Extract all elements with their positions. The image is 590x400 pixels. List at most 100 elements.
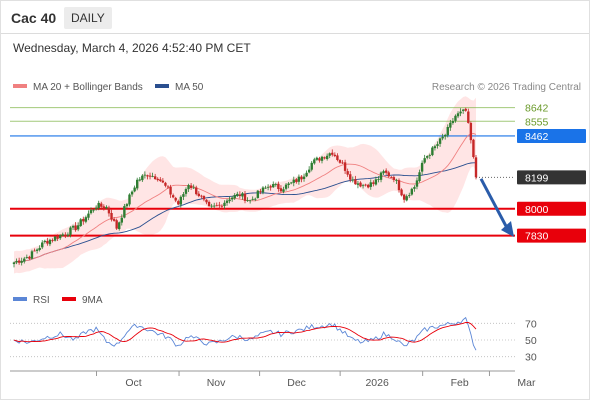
candle-body — [79, 219, 82, 226]
candle-body — [205, 199, 208, 203]
candle-body — [461, 109, 465, 111]
candle-body — [48, 239, 52, 245]
candle-body — [184, 189, 188, 194]
candle-body — [182, 194, 185, 197]
candle-body — [302, 176, 306, 179]
candle-body — [418, 172, 421, 182]
candle-body — [166, 186, 170, 188]
candle-body — [210, 205, 213, 207]
datetime-label: Wednesday, March 4, 2026 4:52:40 PM CET — [13, 41, 251, 55]
candle-body — [305, 172, 308, 177]
forecast-arrow-shaft — [479, 178, 509, 229]
candle-body — [23, 258, 26, 262]
candle-body — [336, 155, 339, 161]
level-label-8642: 8642 — [525, 103, 549, 115]
candle-body — [107, 207, 111, 214]
candle-body — [372, 182, 375, 184]
level-label-8555: 8555 — [525, 116, 549, 128]
candle-body — [367, 184, 370, 188]
period-button[interactable]: DAILY — [64, 7, 112, 29]
candle-body — [35, 249, 39, 251]
candle-body — [346, 171, 349, 175]
credit-label: Research © 2026 Trading Central — [432, 82, 581, 93]
candle-body — [189, 185, 193, 188]
candle-body — [223, 202, 226, 207]
candle-body — [343, 162, 347, 171]
rsi-ma-line — [13, 321, 477, 343]
candle-body — [390, 176, 393, 178]
candle-body — [241, 193, 244, 197]
candle-body — [444, 134, 447, 137]
candle-body — [156, 178, 159, 181]
candle-body — [53, 236, 57, 241]
candle-body — [415, 180, 419, 187]
candle-body — [112, 219, 116, 221]
candle-body — [374, 179, 378, 185]
rsi-legend-label: RSI — [33, 295, 50, 306]
candle-body — [17, 260, 21, 263]
forecast-arrow-head — [501, 221, 514, 238]
candle-body — [323, 157, 326, 159]
candle-body — [266, 186, 270, 188]
candle-body — [313, 159, 316, 164]
chart-header: Cac 40 DAILY — [0, 0, 590, 34]
candle-body — [177, 201, 180, 205]
candle-body — [254, 198, 257, 200]
x-tick-label-Nov: Nov — [207, 377, 226, 389]
candle-body — [454, 115, 457, 121]
candle-body — [251, 198, 254, 200]
candle-body — [354, 179, 357, 185]
candle-body — [30, 251, 34, 259]
candle-body — [125, 204, 129, 207]
candle-body — [213, 205, 216, 207]
candle-body — [12, 262, 16, 265]
candle-body — [141, 175, 144, 181]
candle-body — [225, 200, 229, 203]
candle-body — [264, 187, 267, 189]
candle-body — [310, 162, 313, 170]
candle-body — [441, 136, 444, 139]
candle-body — [100, 203, 103, 207]
candle-body — [392, 177, 396, 180]
candle-body — [436, 144, 439, 146]
candle-body — [84, 217, 88, 222]
candle-body — [256, 190, 260, 198]
x-tick-label-Dec: Dec — [287, 377, 306, 389]
candle-body — [66, 234, 70, 236]
candle-body — [110, 213, 113, 220]
candle-body — [164, 182, 167, 186]
candle-body — [259, 191, 262, 192]
level-box-7830 — [517, 228, 586, 243]
level-label-8462: 8462 — [525, 131, 549, 143]
candle-body — [287, 183, 290, 186]
candle-body — [295, 179, 298, 183]
bollinger-band — [14, 96, 476, 274]
candle-body — [200, 195, 203, 197]
candle-body — [269, 186, 272, 188]
candle-body — [136, 179, 139, 189]
candle-body — [238, 194, 242, 197]
candle-body — [405, 196, 408, 201]
candle-body — [92, 209, 95, 211]
candle-body — [361, 185, 365, 187]
candle-body — [133, 187, 136, 192]
ma50-legend-swatch — [155, 84, 169, 88]
candle-body — [46, 241, 49, 244]
candle-body — [71, 226, 75, 228]
candle-body — [325, 155, 329, 160]
instrument-title: Cac 40 — [11, 10, 57, 26]
candle-body — [56, 236, 59, 239]
candle-body — [87, 213, 90, 218]
candle-body — [215, 205, 218, 207]
x-tick-label-Feb: Feb — [451, 377, 469, 389]
candle-body — [433, 146, 437, 149]
candle-body — [195, 187, 198, 195]
rsi-tick-70: 70 — [525, 318, 537, 330]
candle-body — [15, 260, 18, 263]
candle-body — [413, 187, 416, 189]
candle-body — [467, 111, 470, 123]
candle-body — [243, 193, 247, 201]
candle-body — [82, 218, 85, 222]
candle-body — [438, 138, 442, 144]
